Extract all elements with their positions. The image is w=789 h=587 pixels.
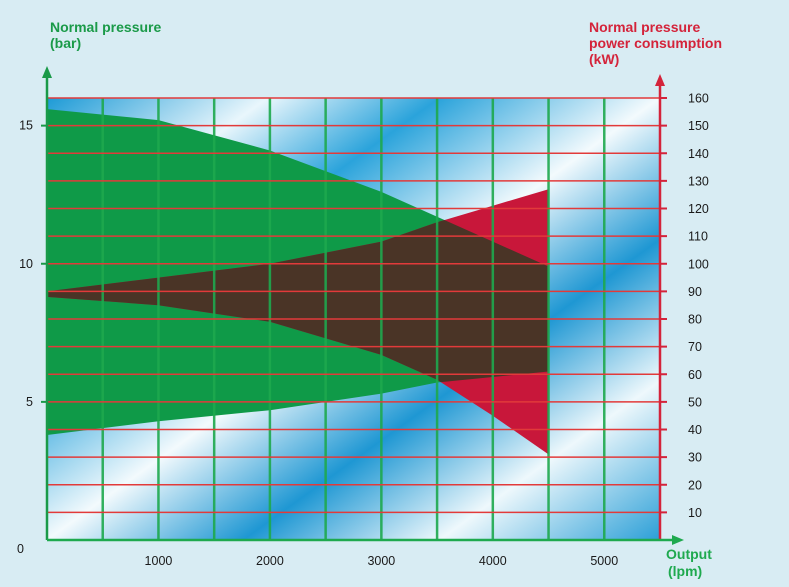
right-tick-label-20: 20: [688, 478, 702, 492]
right-tick-label-110: 110: [688, 230, 708, 244]
area-layer: [47, 109, 549, 455]
right-tick-label-140: 140: [688, 147, 709, 161]
overlap-band: [47, 189, 549, 435]
right-axis-title-line1: Normal pressure: [589, 19, 700, 35]
grid-layer: [47, 97, 660, 540]
right-axis-title-line2: power consumption: [589, 35, 722, 51]
right-tick-label-40: 40: [688, 423, 702, 437]
x-axis-arrow: [672, 535, 684, 545]
tick-labels: 5 10 15 10 20 30 40 50 60 70 80 90 100 110 120 130 140 15…: [17, 92, 709, 569]
axes-layer: [42, 66, 684, 545]
x-tick-label-3000: 3000: [367, 554, 395, 568]
origin-label: 0: [17, 542, 24, 556]
x-tick-label-1000: 1000: [145, 554, 173, 568]
right-axis-arrow: [655, 74, 665, 86]
right-tick-label-130: 130: [688, 174, 709, 188]
right-tick-label-60: 60: [688, 368, 702, 382]
left-axis-title-line1: Normal pressure: [50, 19, 161, 35]
left-axis-title-line2: (bar): [50, 35, 81, 51]
right-axis-title-line3: (kW): [589, 51, 619, 67]
right-tick-label-100: 100: [688, 257, 709, 271]
right-tick-label-160: 160: [688, 92, 709, 106]
x-tick-label-2000: 2000: [256, 554, 284, 568]
right-tick-label-80: 80: [688, 313, 702, 327]
x-tick-label-4000: 4000: [479, 554, 507, 568]
right-tick-label-10: 10: [688, 506, 702, 520]
x-tick-label-5000: 5000: [590, 554, 618, 568]
left-tick-label-15: 15: [19, 119, 33, 133]
right-tick-label-30: 30: [688, 451, 702, 465]
right-tick-label-50: 50: [688, 395, 702, 409]
right-tick-label-120: 120: [688, 202, 709, 216]
left-tick-label-10: 10: [19, 257, 33, 271]
left-axis-arrow: [42, 66, 52, 78]
x-axis-title-line2: (lpm): [668, 563, 702, 579]
x-axis-title-line1: Output: [666, 546, 712, 562]
right-tick-label-70: 70: [688, 340, 702, 354]
left-tick-label-5: 5: [26, 395, 33, 409]
right-tick-label-150: 150: [688, 119, 709, 133]
right-tick-label-90: 90: [688, 285, 702, 299]
